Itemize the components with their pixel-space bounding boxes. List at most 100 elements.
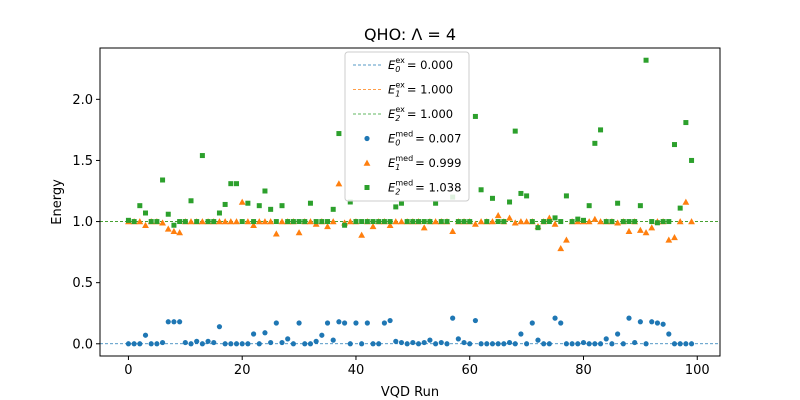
data-point xyxy=(427,337,433,343)
data-point xyxy=(160,177,166,183)
data-point xyxy=(199,153,205,159)
data-point xyxy=(359,341,365,347)
data-point xyxy=(586,341,592,347)
x-tick-label: 20 xyxy=(234,363,251,378)
x-tick-label: 100 xyxy=(685,363,710,378)
data-point xyxy=(182,339,188,346)
data-point xyxy=(541,341,547,347)
data-point xyxy=(211,339,217,346)
data-point xyxy=(238,198,246,205)
data-point xyxy=(137,203,143,209)
plot-frame xyxy=(99,47,721,357)
data-point xyxy=(370,219,376,225)
legend-marker-swatch xyxy=(363,159,371,166)
data-point xyxy=(398,339,405,346)
data-point xyxy=(472,113,478,119)
data-point xyxy=(198,218,206,225)
data-point xyxy=(636,226,644,233)
data-point xyxy=(148,341,154,347)
data-point xyxy=(489,195,495,201)
data-point xyxy=(535,225,541,231)
data-point xyxy=(603,336,609,342)
data-point xyxy=(262,188,268,194)
series-2 xyxy=(125,57,695,231)
data-point xyxy=(682,198,690,205)
data-point xyxy=(154,341,160,347)
data-point xyxy=(671,142,677,148)
data-point xyxy=(199,341,205,347)
data-point xyxy=(632,339,638,346)
data-point xyxy=(484,341,490,347)
data-point xyxy=(125,217,131,223)
data-point xyxy=(489,218,496,225)
data-point xyxy=(477,218,485,225)
data-point xyxy=(188,341,194,347)
data-point xyxy=(239,341,245,347)
data-point xyxy=(438,339,444,346)
data-point xyxy=(563,341,570,347)
data-point xyxy=(255,218,263,225)
data-point xyxy=(450,315,456,321)
data-point xyxy=(131,341,137,347)
data-point xyxy=(256,203,262,209)
data-point xyxy=(262,330,268,336)
data-point xyxy=(592,341,598,347)
data-point xyxy=(585,218,593,225)
data-point xyxy=(432,341,439,347)
data-point xyxy=(558,320,564,326)
legend-label: E1ex = 1.000 xyxy=(388,81,453,99)
data-point xyxy=(279,339,285,346)
data-point xyxy=(461,339,467,346)
data-point xyxy=(421,219,427,225)
data-point xyxy=(603,219,609,225)
legend-label: E0med = 0.007 xyxy=(388,130,461,148)
data-point xyxy=(444,219,450,225)
data-point xyxy=(222,201,228,207)
data-point xyxy=(620,341,626,347)
data-point xyxy=(615,331,621,337)
data-point xyxy=(569,341,575,347)
data-point xyxy=(272,230,280,237)
data-point xyxy=(296,219,302,225)
data-point xyxy=(234,181,240,187)
data-point xyxy=(683,341,689,347)
data-point xyxy=(341,320,348,326)
data-point xyxy=(216,324,223,330)
data-point xyxy=(501,219,507,225)
data-point xyxy=(330,337,336,343)
data-point xyxy=(506,214,513,221)
data-point xyxy=(552,215,558,221)
data-point xyxy=(671,341,678,347)
data-point xyxy=(148,219,154,225)
data-point xyxy=(267,218,275,225)
data-point xyxy=(648,224,656,231)
data-point xyxy=(364,320,370,326)
data-point xyxy=(427,219,433,225)
data-point xyxy=(552,315,558,321)
data-point xyxy=(598,127,604,133)
data-point xyxy=(295,229,303,236)
data-point xyxy=(261,218,269,225)
data-point xyxy=(250,221,257,228)
legend-label: E0ex = 0.000 xyxy=(388,56,453,74)
data-point xyxy=(410,339,416,346)
data-point xyxy=(387,219,393,225)
data-point xyxy=(131,219,137,225)
data-point xyxy=(654,220,660,226)
data-point xyxy=(245,341,251,347)
data-point xyxy=(296,320,302,326)
data-point xyxy=(233,341,240,347)
data-point xyxy=(626,219,632,225)
data-point xyxy=(461,219,467,225)
data-point xyxy=(676,218,684,225)
data-point xyxy=(353,320,359,326)
data-point xyxy=(688,341,695,347)
data-point xyxy=(324,223,331,230)
data-point xyxy=(381,219,387,225)
data-point xyxy=(164,225,172,232)
data-point xyxy=(307,200,313,206)
data-point xyxy=(137,341,143,347)
legend-marker-swatch xyxy=(364,135,370,142)
data-point xyxy=(683,120,689,126)
